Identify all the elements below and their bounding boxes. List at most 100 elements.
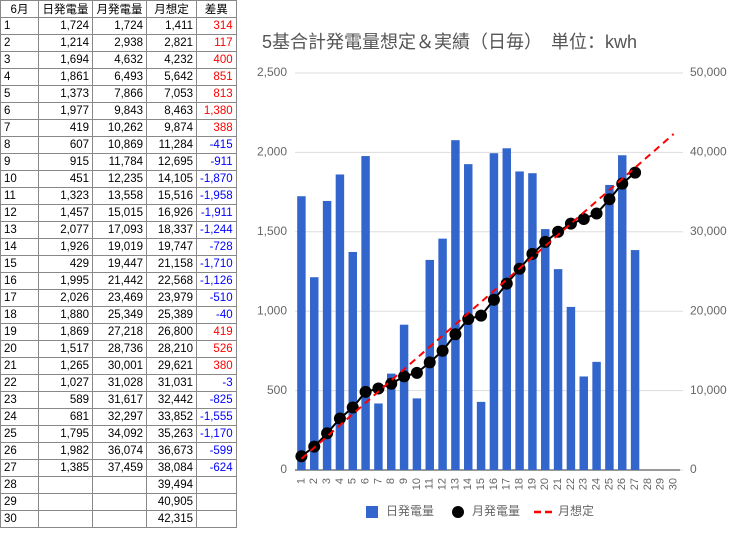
table-cell: -1,244 — [196, 221, 237, 239]
table-cell: 388 — [196, 119, 237, 137]
table-cell: 117 — [196, 34, 237, 52]
x-tick-label: 24 — [590, 478, 602, 490]
table-row: 15 429 19,447 21,158 -1,710 — [0, 255, 237, 273]
y2-tick-label: 10,000 — [690, 383, 727, 397]
table-cell: 3 — [0, 51, 39, 69]
point — [398, 370, 411, 383]
bar — [310, 277, 319, 470]
table-row: 10 451 12,235 14,105 -1,870 — [0, 170, 237, 188]
table-cell: 2,026 — [38, 289, 93, 307]
table-cell: 23,979 — [146, 289, 197, 307]
table-cell: 1,861 — [38, 68, 93, 86]
table-cell: 1,869 — [38, 323, 93, 341]
table-row: 6 1,977 9,843 8,463 1,380 — [0, 102, 237, 120]
header-cell: 月発電量 — [92, 0, 147, 18]
point — [423, 356, 436, 369]
x-tick-label: 10 — [411, 478, 423, 490]
table-cell: 1,977 — [38, 102, 93, 120]
x-tick-label: 26 — [616, 478, 628, 490]
x-tick-label: 3 — [321, 478, 333, 484]
table-cell: 451 — [38, 170, 93, 188]
table-row: 11 1,323 13,558 15,516 -1,958 — [0, 187, 237, 205]
table-cell: 21,158 — [146, 255, 197, 273]
table-cell: 526 — [196, 340, 237, 358]
x-tick-label: 25 — [603, 478, 615, 490]
point — [539, 235, 552, 248]
legend-label: 日発電量 — [386, 504, 434, 518]
table-cell: -911 — [196, 153, 237, 171]
table-cell — [38, 476, 93, 494]
table-cell: 19,447 — [92, 255, 147, 273]
table-cell: 15,015 — [92, 204, 147, 222]
table-cell: 1,995 — [38, 272, 93, 290]
table-cell: 607 — [38, 136, 93, 154]
point — [577, 212, 590, 225]
bar — [579, 376, 588, 470]
table-cell: 5 — [0, 85, 39, 103]
table-cell: 13 — [0, 221, 39, 239]
point — [590, 207, 603, 220]
table-cell: 21,442 — [92, 272, 147, 290]
table-cell: 42,315 — [146, 510, 197, 528]
table-cell: 813 — [196, 85, 237, 103]
bar — [335, 174, 345, 470]
table-cell: 20 — [0, 340, 39, 358]
table-row: 12 1,457 15,015 16,926 -1,911 — [0, 204, 237, 222]
x-tick-label: 21 — [552, 478, 564, 490]
table-cell: 11,284 — [146, 136, 197, 154]
x-tick-label: 14 — [462, 478, 474, 490]
table-cell: 17 — [0, 289, 39, 307]
table-row: 19 1,869 27,218 26,800 419 — [0, 323, 237, 341]
table-cell: -40 — [196, 306, 237, 324]
table-cell: 1,373 — [38, 85, 93, 103]
table-cell — [38, 510, 93, 528]
y-tick-label: 2,500 — [257, 65, 287, 79]
y2-tick-label: 20,000 — [690, 303, 727, 317]
table-cell: 1,411 — [146, 17, 197, 35]
table-cell: 12,235 — [92, 170, 147, 188]
table-row: 5 1,373 7,866 7,053 813 — [0, 85, 237, 103]
table-row: 21 1,265 30,001 29,621 380 — [0, 357, 237, 375]
x-tick-label: 7 — [372, 478, 384, 484]
table-row: 1 1,724 1,724 1,411 314 — [0, 17, 237, 35]
table-row: 7 419 10,262 9,874 388 — [0, 119, 237, 137]
table-row: 30 42,315 — [0, 510, 237, 528]
bar — [515, 171, 524, 470]
table-cell: 36,673 — [146, 442, 197, 460]
chart: 5基合計発電量想定＆実績（日毎） 単位：kwh 0 500 1,000 1,500 2,… — [257, 32, 727, 518]
table-cell: 8 — [0, 136, 39, 154]
table-cell: 1 — [0, 17, 39, 35]
x-tick-label: 30 — [667, 478, 679, 490]
x-tick-label: 29 — [655, 478, 667, 490]
table-cell: 9,874 — [146, 119, 197, 137]
x-tick-label: 15 — [475, 478, 487, 490]
table-cell: 29 — [0, 493, 39, 511]
x-tick-label: 17 — [501, 478, 513, 490]
table-cell: 23 — [0, 391, 39, 409]
table-cell: 18,337 — [146, 221, 197, 239]
line — [300, 133, 675, 460]
table-cell: 19 — [0, 323, 39, 341]
point — [436, 344, 449, 357]
bar — [412, 398, 422, 470]
table-cell: 6,493 — [92, 68, 147, 86]
table-cell: 19,747 — [146, 238, 197, 256]
header-cell: 日発電量 — [38, 0, 93, 18]
table-cell — [38, 493, 93, 511]
table-row: 26 1,982 36,074 36,673 -599 — [0, 442, 237, 460]
bar — [618, 155, 627, 470]
table-cell: 11,784 — [92, 153, 147, 171]
legend-label: 月発電量 — [472, 504, 520, 518]
table-cell: -728 — [196, 238, 237, 256]
table-cell: 10,869 — [92, 136, 147, 154]
table-cell: -624 — [196, 459, 237, 477]
table-row: 27 1,385 37,459 38,084 -624 — [0, 459, 237, 477]
y-tick-label: 1,500 — [257, 224, 287, 238]
x-tick-label: 11 — [424, 478, 436, 489]
bar — [361, 156, 370, 470]
table-cell: 10 — [0, 170, 39, 188]
x-tick-label: 4 — [334, 478, 346, 484]
table-row: 4 1,861 6,493 5,642 851 — [0, 68, 237, 86]
table-cell: 32,442 — [146, 391, 197, 409]
